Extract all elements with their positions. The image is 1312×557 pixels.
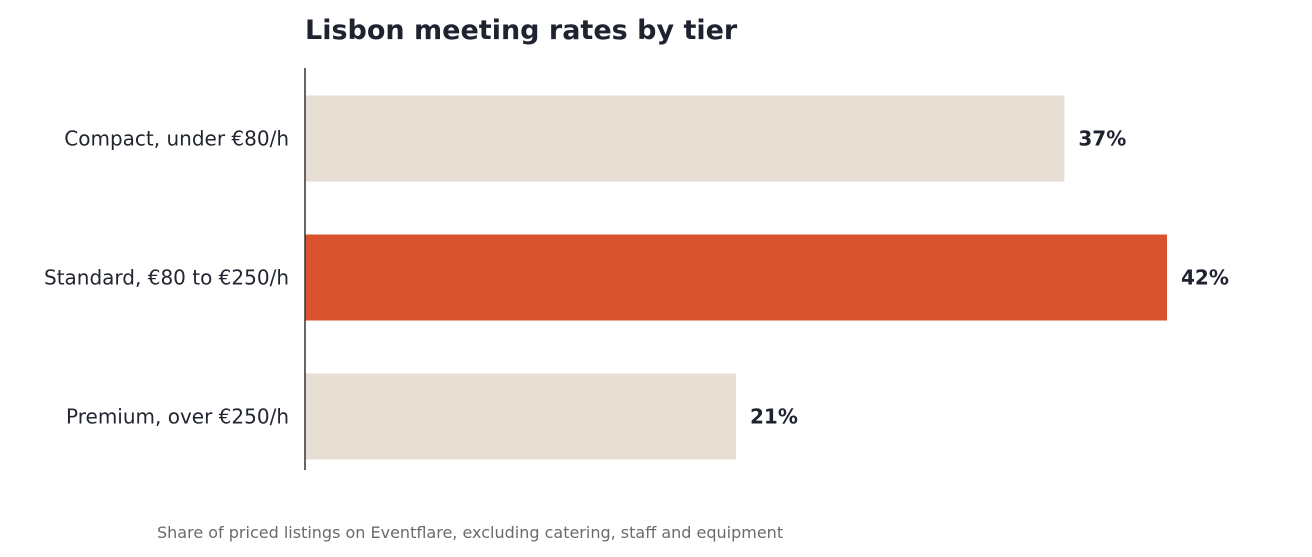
chart-title: Lisbon meeting rates by tier [305, 15, 738, 46]
category-label: Standard, €80 to €250/h [44, 266, 289, 290]
bars-group: Compact, under €80/h 37% Standard, €80 to … [44, 95, 1229, 460]
chart-caption: Share of priced listings on Eventflare, … [157, 523, 783, 542]
value-label: 42% [1181, 266, 1229, 290]
category-label: Premium, over €250/h [66, 405, 289, 429]
value-label: 37% [1078, 127, 1126, 151]
value-label: 21% [750, 405, 798, 429]
bar [305, 234, 1167, 321]
bar [305, 95, 1065, 182]
bar [305, 373, 736, 460]
category-label: Compact, under €80/h [64, 127, 289, 151]
